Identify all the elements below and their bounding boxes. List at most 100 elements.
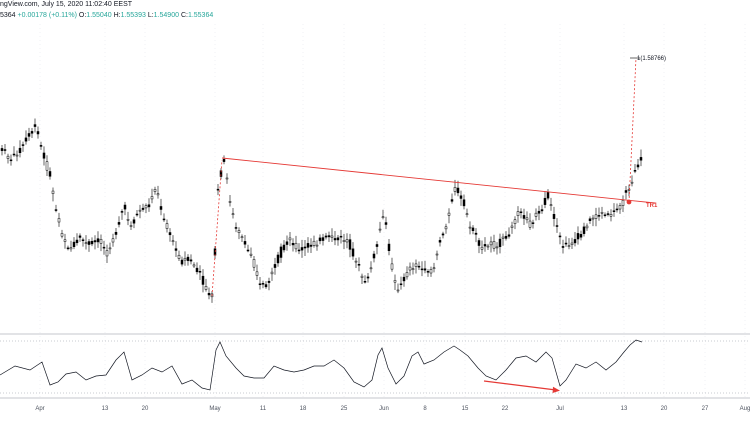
- candle: [597, 207, 601, 221]
- candle-body: [369, 267, 373, 270]
- candle-body: [639, 157, 643, 161]
- candle: [180, 256, 184, 267]
- candle: [390, 257, 394, 272]
- candle: [363, 275, 367, 284]
- candle-body: [483, 244, 487, 247]
- candle: [189, 254, 193, 265]
- candle: [594, 207, 598, 227]
- candle-body: [462, 199, 466, 207]
- candle: [429, 266, 433, 277]
- candle: [60, 229, 64, 239]
- candle: [426, 269, 430, 277]
- candle-body: [471, 227, 475, 231]
- candle: [159, 198, 163, 216]
- candle-body: [147, 204, 151, 208]
- candle: [630, 175, 634, 187]
- candle-body: [609, 213, 613, 217]
- candle: [381, 209, 385, 220]
- x-tick-label: May: [209, 406, 220, 412]
- candle: [531, 219, 535, 229]
- x-tick-label: Aug: [740, 406, 750, 412]
- candle-body: [45, 161, 49, 171]
- candle-body: [24, 137, 28, 142]
- candle-body: [132, 219, 136, 224]
- candle: [210, 291, 214, 303]
- candle-body: [99, 239, 103, 244]
- candle-body: [417, 265, 421, 268]
- candle: [129, 221, 133, 231]
- candle: [639, 149, 643, 167]
- candle-body: [309, 244, 313, 247]
- candle: [579, 230, 583, 241]
- x-tick-label: 13: [621, 406, 628, 412]
- candle-body: [363, 281, 367, 283]
- candle: [315, 240, 319, 251]
- candle-body: [477, 240, 481, 246]
- candle: [549, 197, 553, 211]
- candle-body: [318, 237, 322, 242]
- candle: [15, 150, 19, 162]
- candle-body: [441, 233, 445, 236]
- candle-body: [387, 243, 391, 252]
- candle: [627, 184, 631, 197]
- candle: [192, 262, 196, 269]
- candle: [618, 202, 622, 214]
- candle: [603, 212, 607, 218]
- candle-body: [6, 155, 10, 159]
- candle-body: [360, 275, 364, 278]
- candle-body: [84, 242, 88, 244]
- candle: [138, 204, 142, 219]
- candle-body: [603, 214, 607, 217]
- candle: [402, 273, 406, 287]
- candle-body: [0, 148, 4, 151]
- candle-body: [345, 239, 349, 243]
- candle: [591, 214, 595, 227]
- candle-body: [255, 271, 259, 276]
- x-tick-label: 20: [661, 406, 668, 412]
- candle-body: [15, 154, 19, 157]
- candle-body: [51, 190, 55, 194]
- x-tick-label: Jun: [379, 406, 389, 412]
- candle-body: [300, 247, 304, 251]
- candle-body: [282, 244, 286, 251]
- candle-body: [354, 260, 358, 263]
- candle: [420, 261, 424, 277]
- candle: [33, 118, 37, 133]
- candle: [87, 239, 91, 252]
- candle: [414, 259, 418, 274]
- candle: [417, 261, 421, 270]
- candle-body: [600, 212, 604, 214]
- candle: [96, 231, 100, 248]
- candle: [207, 287, 211, 300]
- candle: [546, 189, 550, 201]
- candle-body: [519, 211, 523, 214]
- candle: [144, 203, 148, 214]
- candle: [21, 141, 25, 152]
- candle-body: [270, 271, 274, 275]
- candle-body: [447, 212, 451, 216]
- candle-body: [87, 241, 91, 245]
- candle-body: [237, 230, 241, 233]
- candle-body: [159, 206, 163, 210]
- candle: [0, 144, 4, 156]
- x-tick-label: 22: [502, 406, 509, 412]
- candle-body: [288, 237, 292, 241]
- candle-body: [114, 231, 118, 235]
- candle: [621, 195, 625, 212]
- x-tick-label: Apr: [35, 406, 44, 412]
- candle: [357, 257, 361, 272]
- header-change: +0.00178 (+0.11%): [17, 12, 77, 19]
- candle-body: [39, 145, 43, 147]
- candle-body: [513, 219, 517, 224]
- candle: [468, 221, 472, 235]
- candle-body: [381, 216, 385, 218]
- candle-body: [546, 192, 550, 199]
- candle: [480, 240, 484, 254]
- candle: [375, 241, 379, 255]
- candle: [576, 226, 580, 245]
- candle-body: [183, 257, 187, 261]
- candle: [288, 231, 292, 247]
- candle-body: [459, 195, 463, 199]
- candle: [294, 235, 298, 253]
- candle: [321, 233, 325, 246]
